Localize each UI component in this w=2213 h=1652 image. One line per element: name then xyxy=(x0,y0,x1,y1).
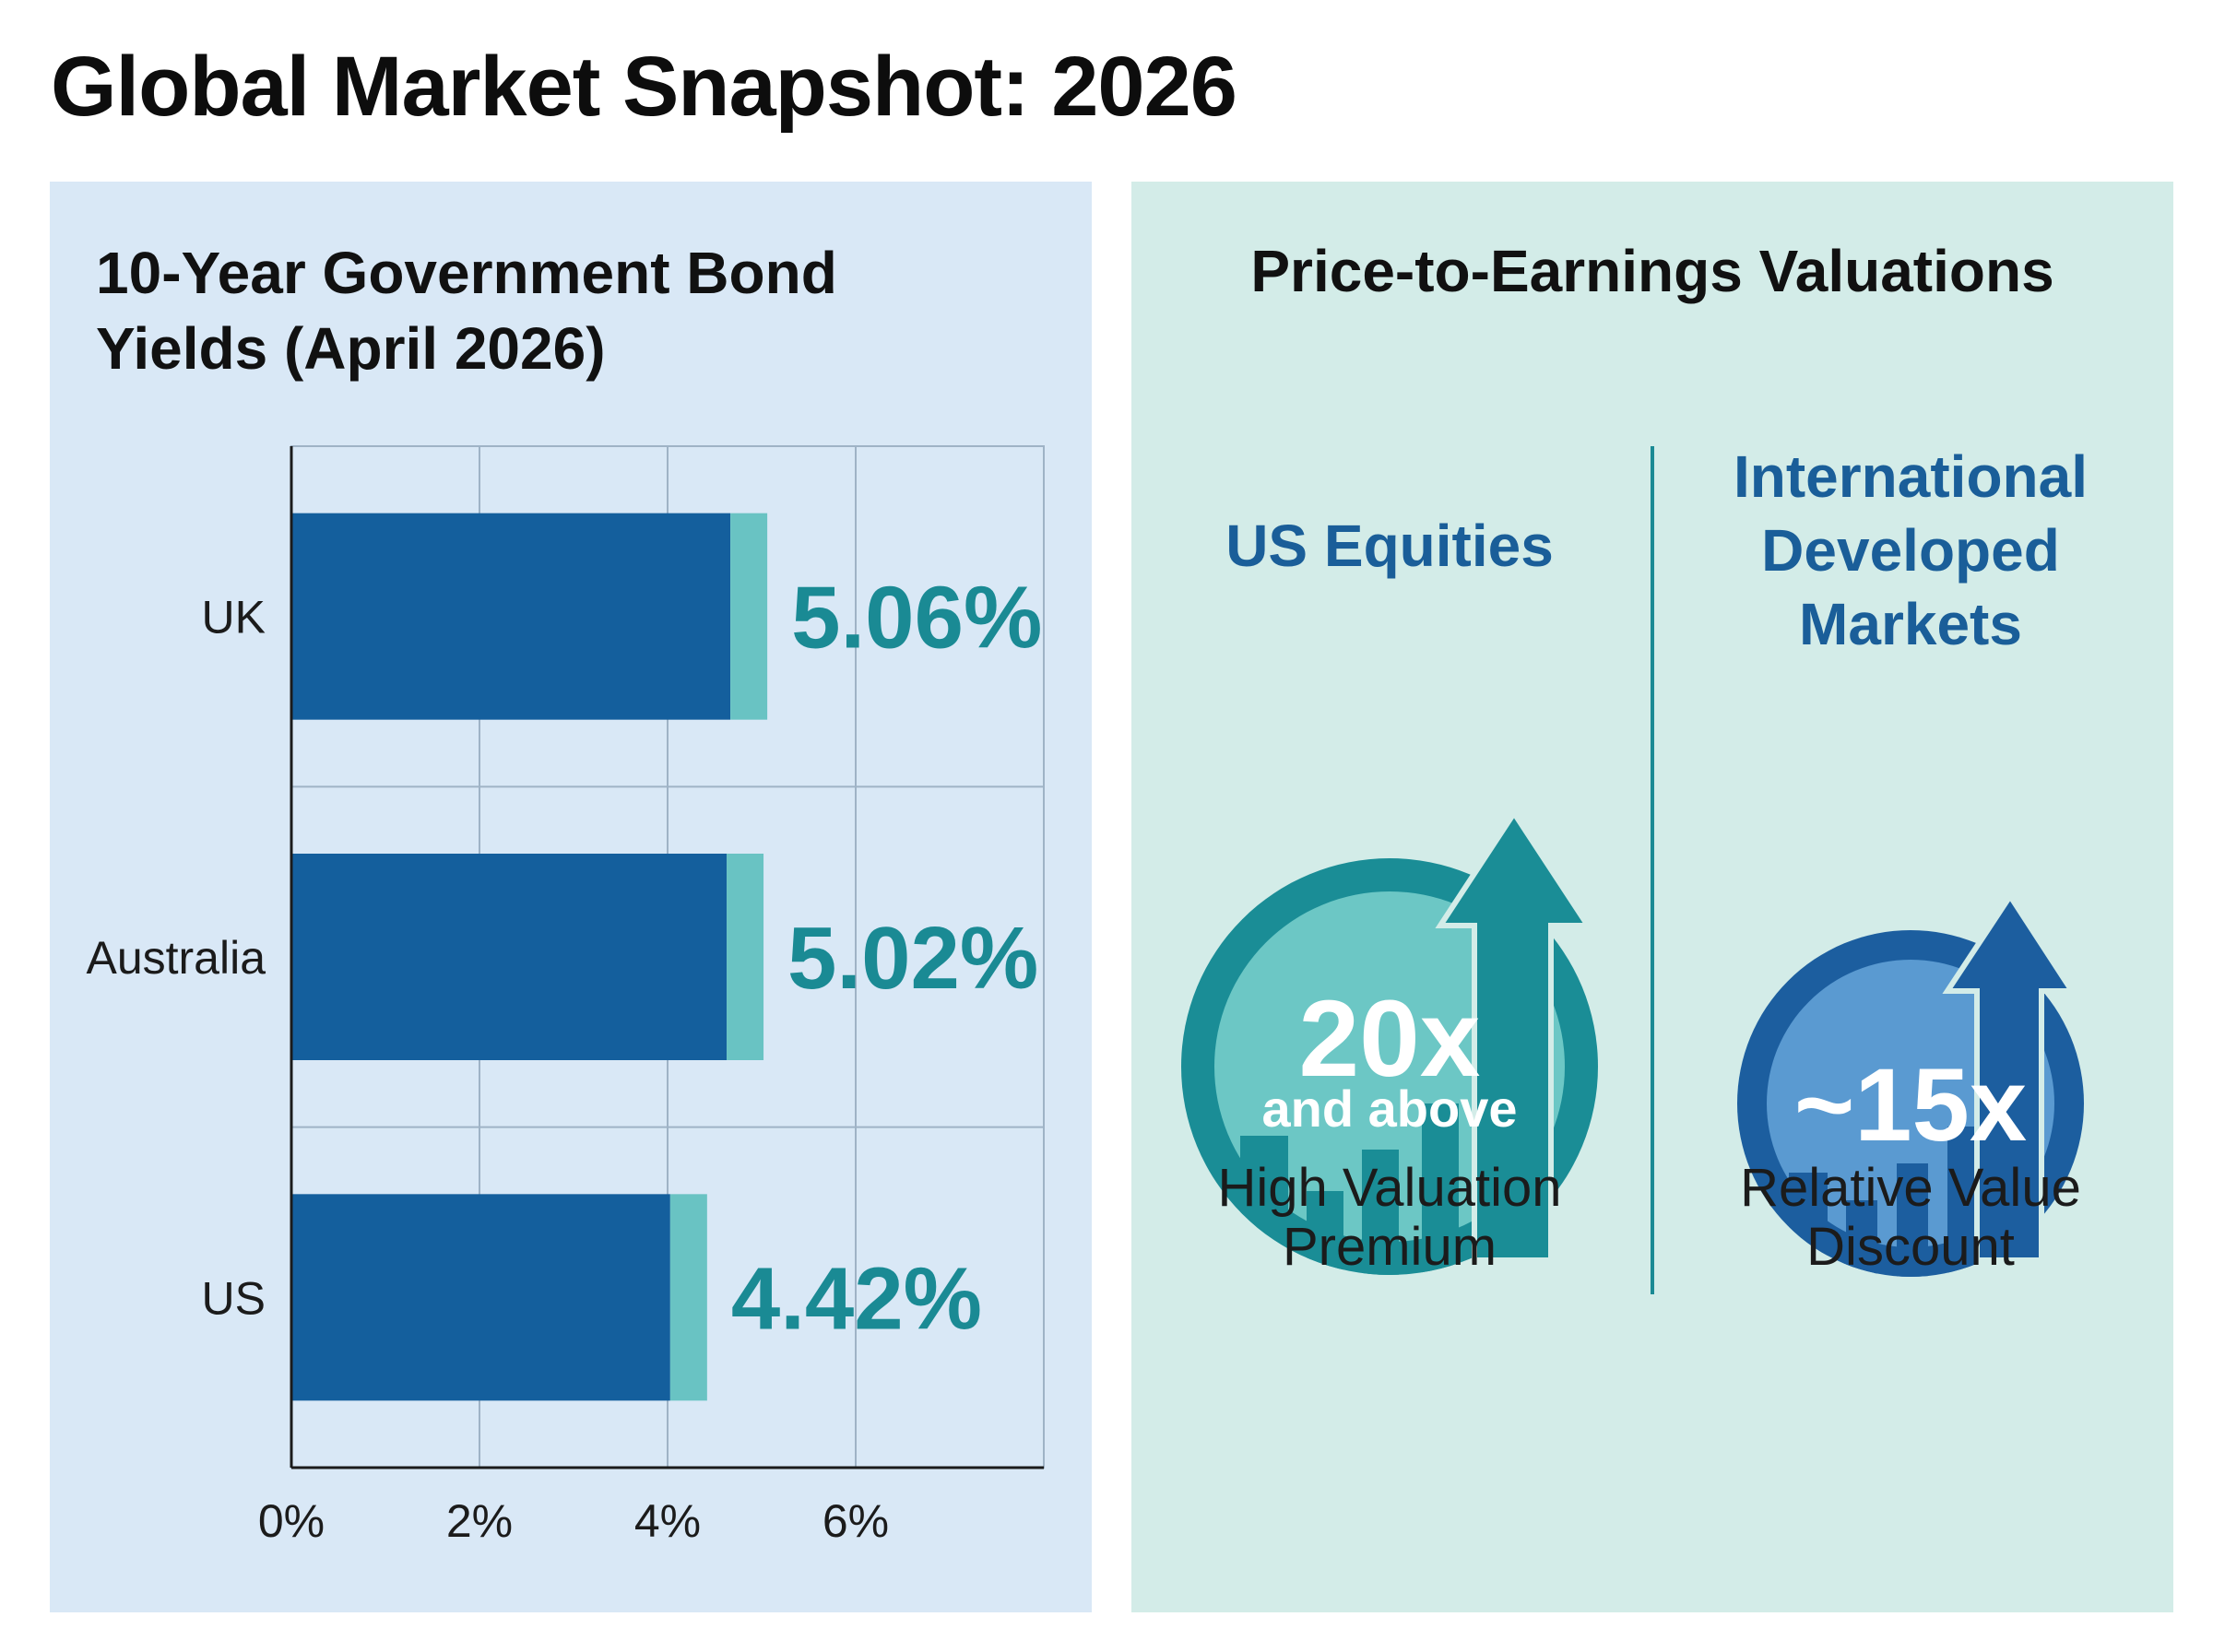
bond-yield-bar-chart: 0% 2% 4% 6% UK 5.06% Australia 5.02% US 4.42% xyxy=(86,445,1045,1547)
bar-value-label: 4.42% xyxy=(731,1249,982,1348)
us-name-line-1: US Equities xyxy=(1225,513,1554,579)
intl-name-line-2: Developed xyxy=(1761,517,2060,584)
x-tick-label: 0% xyxy=(258,1495,325,1547)
bond-title-line-2: Yields (April 2026) xyxy=(96,315,606,382)
bar-accent xyxy=(669,1194,707,1401)
category-label: Australia xyxy=(86,932,266,984)
intl-pe-badge: ~15x xyxy=(1737,891,2084,1277)
pe-panel-title: Price-to-Earnings Valuations xyxy=(1250,238,2054,304)
bar xyxy=(291,1194,670,1401)
x-tick-label: 2% xyxy=(446,1495,513,1547)
category-label: UK xyxy=(202,592,266,643)
intl-description: Relative Value Discount xyxy=(1652,1159,2169,1277)
bond-chart-title: 10-Year Government Bond Yields (April 20… xyxy=(96,235,1018,386)
us-pe-badge: 20x and above xyxy=(1181,808,1598,1275)
intl-name-line-1: International xyxy=(1733,443,2089,510)
category-label: US xyxy=(202,1272,266,1324)
bar-value-label: 5.02% xyxy=(787,909,1038,1008)
x-tick-label: 4% xyxy=(634,1495,701,1547)
us-equities-label: US Equities xyxy=(1131,509,1648,583)
bond-title-line-1: 10-Year Government Bond xyxy=(96,240,837,306)
x-tick-label: 6% xyxy=(822,1495,889,1547)
intl-desc-line-2: Discount xyxy=(1806,1217,2015,1277)
column-divider xyxy=(1651,446,1654,1294)
us-desc-line-2: Premium xyxy=(1282,1217,1497,1277)
pe-valuations-panel: Price-to-Earnings Valuations US Equities… xyxy=(1131,182,2173,1612)
up-arrow-icon xyxy=(1942,891,2077,1263)
page-title: Global Market Snapshot: 2026 xyxy=(51,40,1237,134)
up-arrow-icon xyxy=(1435,808,1593,1263)
intl-pe-value: ~15x xyxy=(1794,1047,2027,1162)
intl-desc-line-1: Relative Value xyxy=(1740,1158,2081,1218)
bar-value-label: 5.06% xyxy=(791,569,1042,667)
us-desc-line-1: High Valuation xyxy=(1217,1158,1562,1218)
bar xyxy=(291,513,731,720)
bar-accent xyxy=(730,513,768,720)
bar xyxy=(291,854,728,1060)
intl-name-line-3: Markets xyxy=(1799,591,2022,657)
bar-accent xyxy=(727,854,764,1060)
bond-yields-panel: 10-Year Government Bond Yields (April 20… xyxy=(50,182,1092,1612)
us-description: High Valuation Premium xyxy=(1131,1159,1648,1277)
intl-developed-label: International Developed Markets xyxy=(1652,440,2169,661)
us-pe-value: 20x xyxy=(1299,978,1481,1100)
us-pe-value-sub: and above xyxy=(1262,1080,1518,1138)
